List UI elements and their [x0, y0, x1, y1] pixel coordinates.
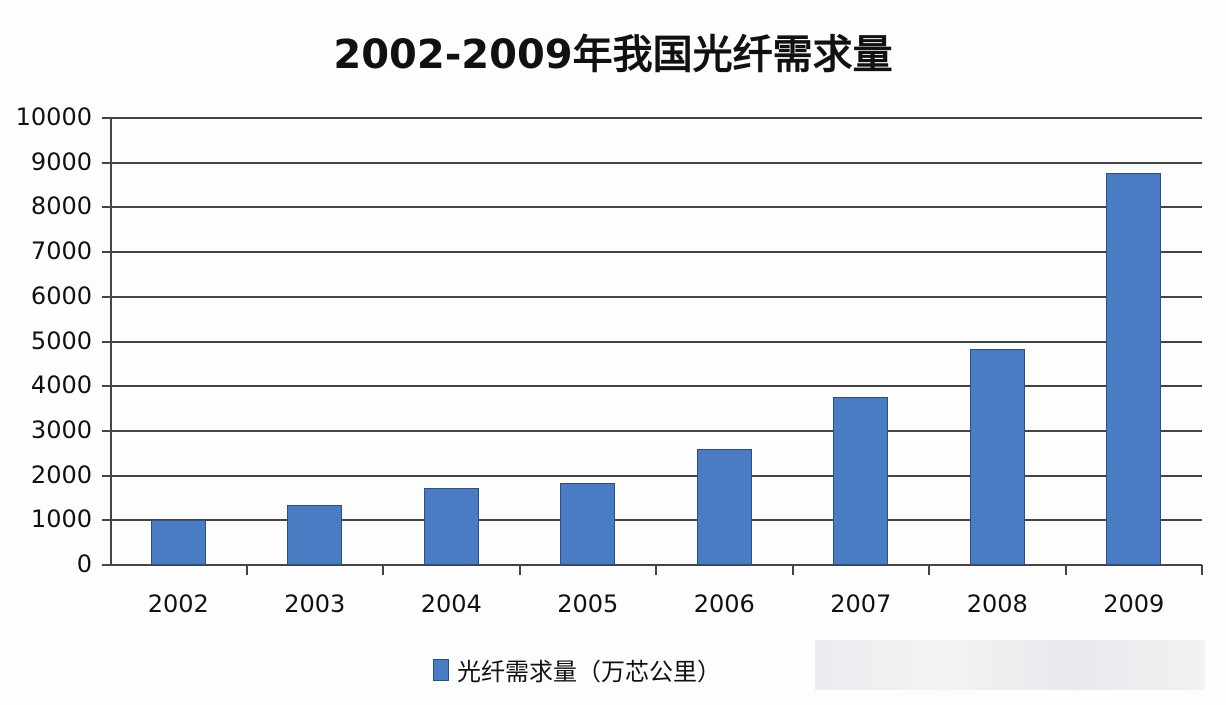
legend: 光纤需求量（万芯公里）: [433, 652, 721, 687]
x-tick: [1201, 565, 1203, 575]
gridline: [102, 340, 1202, 343]
y-tick-label: 2000: [30, 460, 92, 489]
legend-label: 光纤需求量（万芯公里）: [457, 658, 721, 686]
x-tick: [655, 565, 657, 575]
chart-title: 2002-2009年我国光纤需求量: [333, 32, 893, 78]
legend-swatch-icon: [433, 658, 449, 681]
x-tick-label: 2008: [966, 590, 1028, 618]
gridline: [102, 295, 1202, 298]
x-tick-label: 2003: [284, 590, 346, 618]
bar: [560, 483, 616, 565]
bar: [969, 349, 1025, 565]
gridline: [102, 429, 1202, 432]
y-tick-label: 0: [76, 550, 92, 578]
x-tick-label: 2005: [557, 590, 619, 618]
gridline: [102, 519, 1202, 522]
watermark-blur: [815, 640, 1205, 690]
y-tick-label: 1000: [30, 505, 92, 534]
x-tick: [791, 565, 794, 575]
bar: [423, 487, 479, 565]
y-tick-label: 3000: [30, 415, 92, 444]
y-tick-label: 4000: [30, 371, 92, 400]
gridline: [102, 117, 1202, 119]
bar: [696, 448, 752, 565]
x-tick: [382, 565, 384, 575]
x-tick-label: 2009: [1103, 590, 1165, 618]
gridline: [102, 251, 1202, 254]
x-tick: [928, 565, 930, 575]
x-tick-label: 2007: [830, 590, 892, 618]
bar: [833, 397, 889, 565]
x-tick: [245, 565, 248, 575]
plot-area: [102, 117, 1203, 575]
gridline: [102, 385, 1202, 388]
y-tick-label: 9000: [30, 147, 92, 176]
gridline: [102, 161, 1202, 164]
y-tick-label: 5000: [30, 326, 92, 355]
gridline: [102, 206, 1202, 209]
y-tick-label: 8000: [30, 192, 92, 221]
y-tick-label: 7000: [30, 237, 92, 266]
y-tick-label: 10000: [15, 103, 92, 131]
x-tick-label: 2006: [693, 590, 755, 618]
gridline: [102, 474, 1202, 477]
x-tick-label: 2004: [420, 590, 482, 618]
bar: [287, 504, 343, 565]
x-tick: [1064, 565, 1067, 575]
x-tick: [518, 565, 521, 575]
x-tick-label: 2002: [147, 590, 209, 618]
bar: [150, 520, 206, 565]
bar: [1106, 172, 1162, 565]
y-tick-label: 6000: [30, 281, 92, 310]
gridline: [102, 564, 1202, 566]
